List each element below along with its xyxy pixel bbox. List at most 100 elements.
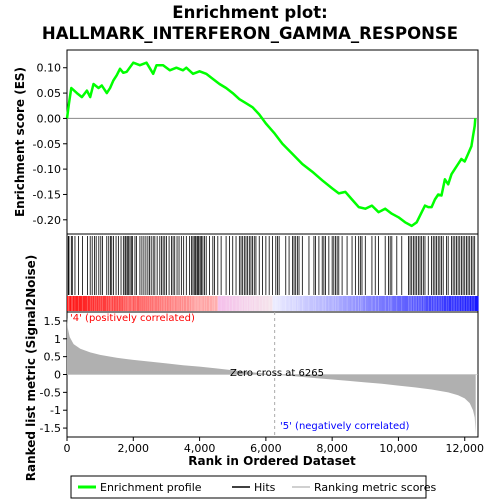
rank-ramp-segment: [254, 296, 260, 311]
rank-color-ramp: [67, 296, 479, 311]
rank-ramp-segment: [245, 296, 251, 311]
rank-ramp-segment: [240, 296, 246, 311]
rank-ramp-segment: [354, 296, 360, 311]
es-tick-label: -0.05: [33, 138, 61, 151]
rank-ramp-segment: [359, 296, 365, 311]
rank-ramp-segment: [327, 296, 333, 311]
rank-ramp-segment: [76, 296, 82, 311]
rank-ramp-segment: [80, 296, 86, 311]
hit-marks: [67, 236, 476, 295]
rank-ramp-segment: [322, 296, 328, 311]
rank-ramp-segment: [217, 296, 223, 311]
rank-ramp-segment: [391, 296, 397, 311]
rank-ramp-segment: [432, 296, 438, 311]
rank-ramp-segment: [272, 296, 278, 311]
rank-ramp-segment: [249, 296, 255, 311]
legend-label-hits: Hits: [254, 481, 276, 494]
rank-ramp-segment: [350, 296, 356, 311]
negative-correlation-label: '5' (negatively correlated): [280, 421, 409, 432]
zero-cross-label: Zero cross at 6265: [230, 368, 324, 379]
x-tick-label: 2,000: [118, 442, 150, 455]
es-tick-label: 0.00: [37, 112, 62, 125]
rank-ramp-segment: [108, 296, 114, 311]
es-tick-label: -0.10: [33, 163, 61, 176]
es-tick-label: -0.20: [33, 214, 61, 227]
rank-ramp-segment: [267, 296, 274, 311]
rank-ramp-segment: [263, 296, 269, 311]
rank-ramp-segment: [226, 296, 232, 311]
x-tick-label: 6,000: [250, 442, 282, 455]
rank-ramp-segment: [455, 296, 461, 311]
metric-tick-label: -1.5: [40, 422, 61, 435]
rank-ramp-segment: [309, 296, 315, 311]
rank-ramp-segment: [459, 296, 465, 311]
metric-y-axis-label: Ranked list metric (Signal2Noise): [24, 255, 38, 482]
rank-ramp-segment: [94, 296, 100, 311]
rank-ramp-segment: [427, 296, 433, 311]
es-tick-label: -0.15: [33, 188, 61, 201]
metric-tick-label: -0.5: [40, 386, 61, 399]
rank-ramp-segment: [473, 296, 479, 311]
metric-y-axis: 1.5 1 0.5 0 -0.5 -1 -1.5: [40, 315, 67, 435]
rank-ramp-segment: [368, 296, 374, 311]
chart-title-line2: HALLMARK_INTERFERON_GAMMA_RESPONSE: [42, 24, 458, 43]
rank-ramp-segment: [89, 296, 95, 311]
rank-ramp-segment: [71, 296, 77, 311]
rank-ramp-segment: [409, 296, 415, 311]
rank-ramp-segment: [153, 296, 159, 311]
legend-label-metric: Ranking metric scores: [314, 481, 436, 494]
rank-ramp-segment: [404, 296, 411, 311]
x-axis: 0 2,000 4,000 6,000 8,000 10,000 12,000: [64, 437, 484, 455]
rank-ramp-segment: [304, 296, 310, 311]
rank-ramp-segment: [395, 296, 401, 311]
rank-ramp-segment: [67, 296, 73, 311]
metric-tick-label: 1.5: [44, 315, 62, 328]
rank-ramp-segment: [441, 296, 447, 311]
metric-tick-label: 0: [54, 369, 61, 382]
ranking-metric-fill: [67, 317, 476, 434]
rank-ramp-segment: [121, 296, 127, 311]
rank-ramp-segment: [377, 296, 383, 311]
metric-tick-label: 1: [54, 333, 61, 346]
enrichment-profile-line: [65, 61, 477, 228]
es-tick-label: 0.10: [37, 62, 62, 75]
rank-ramp-segment: [464, 296, 470, 311]
rank-ramp-segment: [341, 296, 347, 311]
rank-ramp-segment: [140, 296, 146, 311]
rank-ramp-segment: [414, 296, 420, 311]
rank-ramp-segment: [130, 296, 137, 311]
rank-ramp-segment: [144, 296, 150, 311]
legend-label-enrichment: Enrichment profile: [100, 481, 202, 494]
rank-ramp-segment: [313, 296, 319, 311]
metric-tick-label: 0.5: [44, 351, 62, 364]
rank-ramp-segment: [199, 296, 205, 311]
rank-ramp-segment: [436, 296, 443, 311]
chart-title-line1: Enrichment plot:: [172, 3, 327, 22]
rank-ramp-segment: [117, 296, 123, 311]
rank-ramp-segment: [231, 296, 237, 311]
x-tick-label: 8,000: [316, 442, 348, 455]
rank-ramp-segment: [162, 296, 169, 311]
rank-ramp-segment: [468, 296, 475, 311]
rank-ramp-segment: [98, 296, 105, 311]
rank-ramp-segment: [85, 296, 91, 311]
metric-tick-label: -1: [50, 404, 61, 417]
rank-ramp-segment: [208, 296, 214, 311]
rank-ramp-segment: [277, 296, 283, 311]
rank-ramp-segment: [450, 296, 456, 311]
rank-ramp-segment: [286, 296, 292, 311]
rank-ramp-segment: [167, 296, 173, 311]
rank-ramp-segment: [386, 296, 392, 311]
es-y-axis: 0.10 0.05 0.00 -0.05 -0.10 -0.15 -0.20: [33, 62, 67, 227]
rank-ramp-segment: [172, 296, 178, 311]
rank-ramp-segment: [331, 296, 338, 311]
rank-ramp-segment: [112, 296, 118, 311]
rank-ramp-segment: [400, 296, 406, 311]
rank-ramp-segment: [235, 296, 242, 311]
x-axis-label: Rank in Ordered Dataset: [188, 454, 356, 468]
rank-ramp-segment: [418, 296, 424, 311]
rank-ramp-segment: [158, 296, 164, 311]
rank-ramp-segment: [213, 296, 219, 311]
rank-ramp-segment: [281, 296, 287, 311]
x-tick-label: 10,000: [379, 442, 418, 455]
